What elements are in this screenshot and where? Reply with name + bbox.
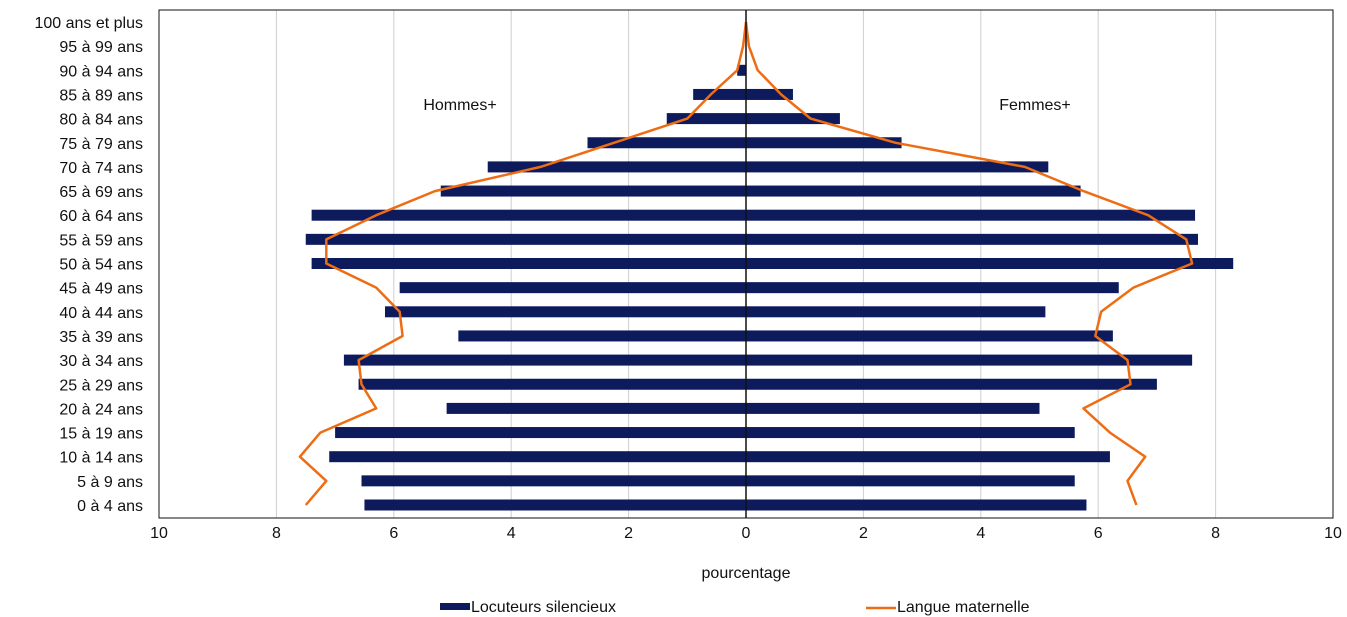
x-tick-label: 8 [272, 525, 281, 542]
x-tick-label: 4 [507, 525, 516, 542]
y-tick-label: 100 ans et plus [34, 15, 143, 32]
annotation-femmes: Femmes+ [999, 97, 1071, 114]
y-tick-label: 90 à 94 ans [59, 63, 143, 80]
y-tick-label: 20 à 24 ans [59, 401, 143, 418]
bar-hommes [343, 354, 746, 366]
bar-hommes [335, 427, 746, 439]
y-tick-label: 30 à 34 ans [59, 353, 143, 370]
bar-femmes [746, 185, 1081, 197]
bar-femmes [746, 402, 1040, 414]
y-tick-label: 75 à 79 ans [59, 136, 143, 153]
y-tick-label: 25 à 29 ans [59, 377, 143, 394]
bar-hommes [693, 88, 746, 100]
x-tick-label: 0 [742, 525, 751, 542]
y-tick-label: 45 à 49 ans [59, 281, 143, 298]
legend-swatch-locuteurs-silencieux [440, 603, 470, 610]
y-tick-label: 60 à 64 ans [59, 208, 143, 225]
bar-hommes [329, 451, 746, 463]
bar-femmes [746, 88, 793, 100]
bar-hommes [361, 475, 746, 487]
bar-femmes [746, 306, 1046, 318]
bar-femmes [746, 330, 1113, 342]
bar-femmes [746, 354, 1193, 366]
bar-femmes [746, 233, 1198, 245]
y-tick-label: 40 à 44 ans [59, 305, 143, 322]
y-tick-label: 55 à 59 ans [59, 232, 143, 249]
bar-hommes [358, 378, 746, 390]
y-tick-label: 10 à 14 ans [59, 450, 143, 467]
x-tick-label: 10 [1324, 525, 1342, 542]
y-axis-tick-labels: 0 à 4 ans 5 à 9 ans 10 à 14 ans 15 à 19 ans… [34, 15, 143, 515]
bar-femmes [746, 451, 1110, 463]
bar-series [305, 64, 1234, 511]
y-tick-label: 0 à 4 ans [77, 498, 143, 515]
x-tick-label: 6 [389, 525, 398, 542]
y-tick-label: 70 à 74 ans [59, 160, 143, 177]
bar-femmes [746, 161, 1049, 173]
y-tick-label: 95 à 99 ans [59, 39, 143, 56]
x-tick-label: 10 [150, 525, 168, 542]
bar-hommes [440, 185, 746, 197]
x-axis-title: pourcentage [702, 565, 791, 582]
x-tick-label: 4 [976, 525, 985, 542]
bar-hommes [737, 64, 746, 76]
y-tick-label: 65 à 69 ans [59, 184, 143, 201]
bar-femmes [746, 258, 1234, 269]
y-tick-label: 85 à 89 ans [59, 87, 143, 104]
y-tick-label: 50 à 54 ans [59, 257, 143, 274]
x-tick-label: 2 [859, 525, 868, 542]
line-series [298, 21, 1194, 506]
x-axis-tick-labels: 10 8 6 4 2 0 2 4 6 8 10 [150, 525, 1342, 542]
legend-label-langue-maternelle: Langue maternelle [897, 599, 1030, 616]
x-tick-label: 2 [624, 525, 633, 542]
bar-hommes [458, 330, 746, 342]
bar-femmes [746, 282, 1119, 294]
bar-hommes [311, 258, 746, 269]
y-tick-label: 80 à 84 ans [59, 112, 143, 129]
legend-label-locuteurs-silencieux: Locuteurs silencieux [471, 599, 616, 616]
bar-femmes [746, 113, 840, 125]
bar-hommes [384, 306, 746, 318]
bar-femmes [746, 137, 902, 149]
x-tick-label: 6 [1094, 525, 1103, 542]
bar-femmes [746, 475, 1075, 487]
annotation-hommes: Hommes+ [423, 97, 496, 114]
x-tick-label: 8 [1211, 525, 1220, 542]
y-tick-label: 5 à 9 ans [77, 474, 143, 491]
bar-hommes [399, 282, 746, 294]
line-hommes [298, 21, 748, 506]
bar-hommes [666, 113, 746, 125]
bar-hommes [311, 209, 746, 221]
bar-hommes [446, 402, 746, 414]
legend: Locuteurs silencieux Langue maternelle [440, 599, 1030, 616]
bar-hommes [487, 161, 746, 173]
bar-hommes [305, 233, 746, 245]
y-tick-label: 15 à 19 ans [59, 426, 143, 443]
line-femmes [744, 21, 1194, 506]
bar-femmes [746, 209, 1196, 221]
bar-femmes [746, 499, 1087, 511]
bar-femmes [746, 378, 1157, 390]
bar-femmes [746, 427, 1075, 439]
bar-hommes [364, 499, 746, 511]
bar-hommes [587, 137, 746, 149]
y-tick-label: 35 à 39 ans [59, 329, 143, 346]
